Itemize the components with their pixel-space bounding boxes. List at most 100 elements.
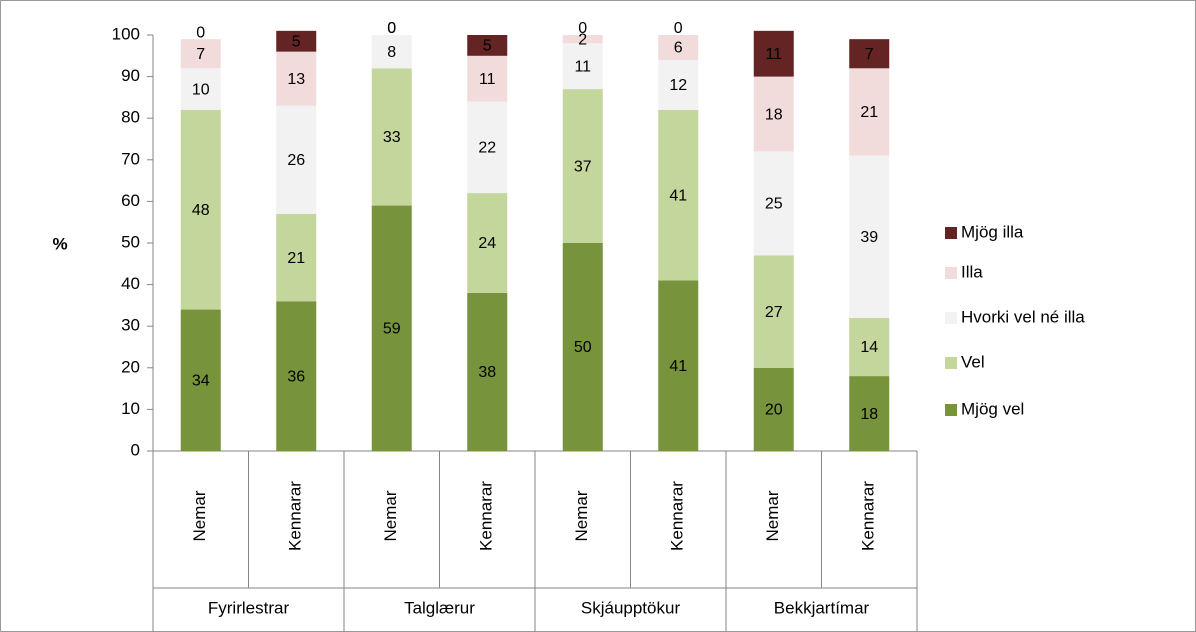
bar-segment (753, 151, 794, 256)
y-tick-label: 80 (121, 108, 140, 127)
y-tick-label: 100 (112, 24, 140, 43)
legend-label: Illa (961, 262, 983, 281)
bar-segment (276, 30, 317, 52)
data-label: 10 (192, 81, 210, 98)
bar-segment (180, 109, 221, 310)
data-label: 7 (865, 46, 874, 63)
data-label: 21 (860, 104, 878, 121)
bar-segment (467, 101, 508, 194)
y-tick-label: 40 (121, 274, 140, 293)
y-tick-label: 60 (121, 191, 140, 210)
legend-swatch (945, 404, 957, 416)
bar-segment (658, 280, 699, 451)
bar-segment (849, 39, 890, 69)
data-label: 26 (287, 152, 305, 169)
legend-label: Vel (961, 352, 985, 371)
legend-swatch (945, 227, 957, 239)
data-label: 33 (383, 129, 401, 146)
y-tick-label: 70 (121, 149, 140, 168)
x-tick-label: Kennarar (859, 481, 878, 551)
data-label: 59 (383, 320, 401, 337)
bar-segment (658, 109, 699, 281)
data-label: 34 (192, 372, 210, 389)
data-label: 37 (574, 158, 592, 175)
data-label: 41 (669, 187, 687, 204)
y-tick-label: 30 (121, 316, 140, 335)
group-label: Bekkjartímar (774, 598, 870, 617)
bar-segment (562, 35, 603, 44)
y-tick-label: 10 (121, 399, 140, 418)
x-tick-label: Nemar (190, 490, 209, 541)
bar-segment (276, 51, 317, 106)
bar-segment (849, 155, 890, 318)
data-label: 7 (196, 46, 205, 63)
bar-segment (849, 376, 890, 451)
legend-swatch (945, 267, 957, 279)
data-label: 2 (578, 31, 587, 48)
bar-segment (467, 292, 508, 451)
bar-segment (753, 30, 794, 77)
x-tick-label: Kennarar (477, 481, 496, 551)
y-axis-label: % (52, 234, 67, 253)
data-label: 27 (765, 304, 783, 321)
x-tick-label: Kennarar (668, 481, 687, 551)
data-label: 24 (478, 235, 496, 252)
data-label: 38 (478, 364, 496, 381)
data-label: 22 (478, 140, 496, 157)
y-tick-label: 0 (131, 440, 140, 459)
data-label: 12 (669, 77, 687, 94)
bar-segment (276, 213, 317, 302)
bar-segment (371, 205, 412, 451)
data-label: 11 (765, 46, 782, 63)
bar-segment (562, 243, 603, 451)
data-label: 0 (578, 20, 587, 37)
data-label: 20 (765, 402, 783, 419)
data-label: 39 (860, 229, 878, 246)
bar-segment (467, 193, 508, 293)
bar-segment (849, 68, 890, 156)
bar-segment (849, 317, 890, 377)
bar-segment (276, 301, 317, 451)
group-label: Fyrirlestrar (208, 598, 290, 617)
y-tick-label: 90 (121, 66, 140, 85)
bar-segment (467, 35, 508, 56)
group-label: Talglærur (404, 598, 475, 617)
y-tick-label: 50 (121, 232, 140, 251)
data-label: 0 (387, 20, 396, 37)
bar-segment (180, 39, 221, 69)
data-label: 8 (387, 44, 396, 61)
legend-label: Mjög vel (961, 399, 1024, 418)
legend-swatch (945, 312, 957, 324)
data-label: 25 (765, 196, 783, 213)
x-tick-label: Nemar (572, 490, 591, 541)
bar-segment (658, 35, 699, 60)
bar-segment (658, 59, 699, 110)
data-label: 5 (292, 33, 301, 50)
data-label: 0 (387, 20, 396, 37)
legend-swatch (945, 357, 957, 369)
legend-label: Hvorki vel né illa (961, 307, 1085, 326)
bar-segment (753, 367, 794, 451)
data-label: 11 (574, 58, 591, 75)
bar-segment (467, 55, 508, 102)
bar-segment (562, 89, 603, 243)
group-label: Skjáupptökur (581, 598, 681, 617)
data-label: 13 (287, 71, 305, 88)
x-tick-label: Kennarar (286, 481, 305, 551)
bar-segment (180, 309, 221, 451)
bar-segment (180, 68, 221, 110)
bar-segment (371, 35, 412, 69)
data-label: 48 (192, 202, 210, 219)
data-label: 21 (287, 250, 305, 267)
legend-label: Mjög illa (961, 222, 1024, 241)
bar-segment (371, 68, 412, 206)
bar-segment (753, 76, 794, 152)
data-label: 18 (765, 106, 783, 123)
data-label: 0 (196, 24, 205, 41)
data-label: 50 (574, 339, 592, 356)
data-label: 14 (860, 339, 878, 356)
data-label: 11 (479, 71, 496, 88)
data-label: 6 (674, 40, 683, 57)
bar-segment (276, 105, 317, 214)
